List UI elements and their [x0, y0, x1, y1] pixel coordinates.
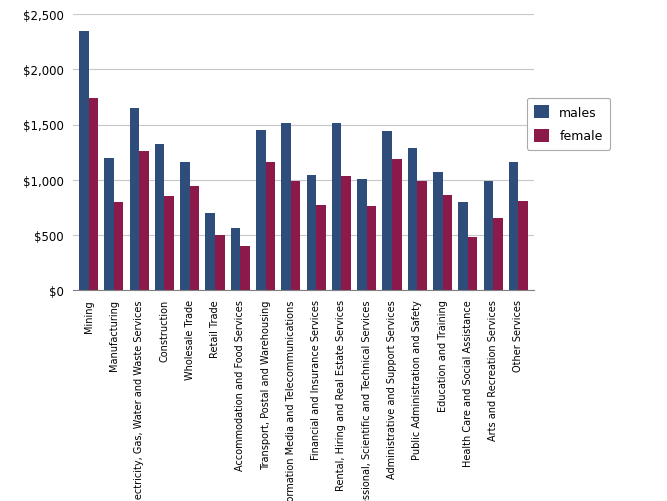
- Bar: [493, 219, 503, 291]
- Bar: [509, 163, 518, 291]
- Bar: [307, 176, 316, 291]
- Bar: [139, 152, 149, 291]
- Bar: [443, 196, 452, 291]
- Bar: [180, 163, 189, 291]
- Bar: [392, 159, 402, 291]
- Bar: [518, 201, 528, 291]
- Bar: [418, 181, 427, 291]
- Bar: [316, 206, 325, 291]
- Bar: [408, 148, 418, 291]
- Bar: [291, 181, 300, 291]
- Bar: [265, 163, 275, 291]
- Bar: [468, 237, 478, 291]
- Bar: [367, 207, 376, 291]
- Bar: [357, 179, 367, 291]
- Legend: males, female: males, female: [527, 98, 610, 151]
- Bar: [215, 235, 225, 291]
- Bar: [458, 202, 468, 291]
- Bar: [342, 177, 351, 291]
- Bar: [240, 246, 250, 291]
- Bar: [331, 124, 342, 291]
- Bar: [433, 173, 443, 291]
- Bar: [89, 99, 98, 291]
- Bar: [484, 181, 493, 291]
- Bar: [104, 158, 114, 291]
- Bar: [189, 187, 199, 291]
- Bar: [256, 131, 265, 291]
- Bar: [164, 197, 174, 291]
- Bar: [382, 132, 392, 291]
- Bar: [79, 32, 89, 291]
- Bar: [231, 229, 240, 291]
- Bar: [205, 213, 215, 291]
- Bar: [281, 124, 291, 291]
- Bar: [129, 109, 139, 291]
- Bar: [155, 145, 164, 291]
- Bar: [114, 202, 123, 291]
